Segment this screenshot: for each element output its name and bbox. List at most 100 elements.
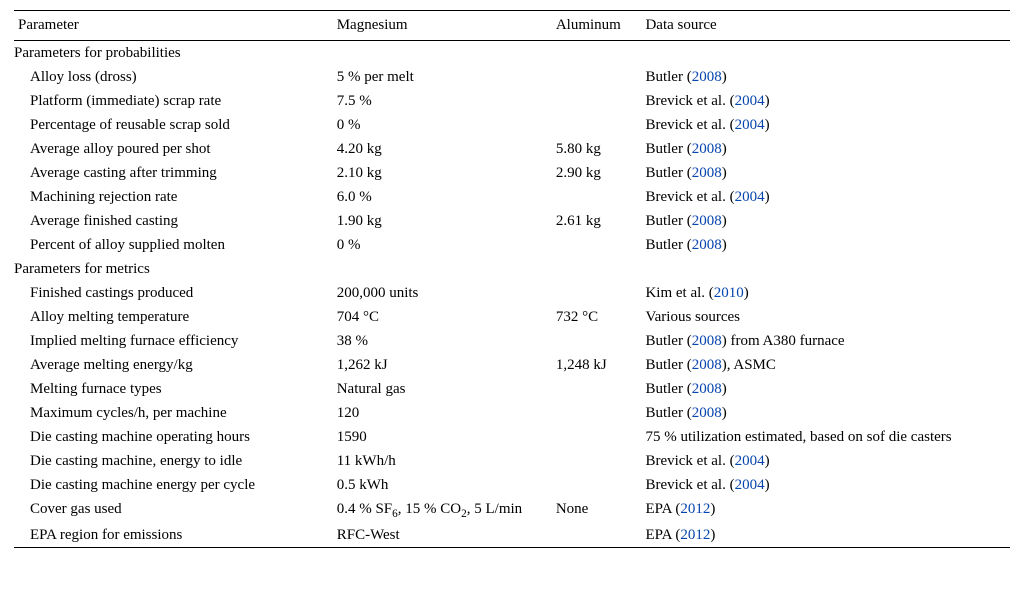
cell-aluminum: 2.61 kg bbox=[552, 209, 642, 233]
table-row: Cover gas used 0.4 % SF6, 15 % CO2, 5 L/… bbox=[14, 497, 1010, 523]
table-row: Die casting machine energy per cycle 0.5… bbox=[14, 473, 1010, 497]
cell-source: Brevick et al. (2004) bbox=[641, 89, 1010, 113]
cell-magnesium: 6.0 % bbox=[333, 185, 552, 209]
cell-source: Butler (2008) bbox=[641, 161, 1010, 185]
cell-aluminum bbox=[552, 473, 642, 497]
cell-aluminum bbox=[552, 425, 642, 449]
cell-aluminum: 732 °C bbox=[552, 305, 642, 329]
citation-year[interactable]: 2008 bbox=[692, 141, 722, 157]
cell-aluminum: 5.80 kg bbox=[552, 137, 642, 161]
cell-source: Brevick et al. (2004) bbox=[641, 113, 1010, 137]
cell-parameter: Average finished casting bbox=[14, 209, 333, 233]
cell-aluminum bbox=[552, 113, 642, 137]
cell-aluminum bbox=[552, 377, 642, 401]
cell-source: Brevick et al. (2004) bbox=[641, 473, 1010, 497]
table-row: Machining rejection rate 6.0 % Brevick e… bbox=[14, 185, 1010, 209]
section-label: Parameters for metrics bbox=[14, 257, 1010, 281]
cell-magnesium: 38 % bbox=[333, 329, 552, 353]
cell-magnesium: RFC-West bbox=[333, 523, 552, 548]
cell-magnesium: 2.10 kg bbox=[333, 161, 552, 185]
cell-parameter: Platform (immediate) scrap rate bbox=[14, 89, 333, 113]
cell-aluminum bbox=[552, 185, 642, 209]
cell-magnesium: 1,262 kJ bbox=[333, 353, 552, 377]
cell-aluminum bbox=[552, 89, 642, 113]
table-row: Average casting after trimming 2.10 kg 2… bbox=[14, 161, 1010, 185]
citation-year[interactable]: 2004 bbox=[735, 453, 765, 469]
cell-source: Various sources bbox=[641, 305, 1010, 329]
cell-parameter: Percent of alloy supplied molten bbox=[14, 233, 333, 257]
citation-year[interactable]: 2012 bbox=[680, 501, 710, 517]
header-data-source: Data source bbox=[641, 11, 1010, 41]
citation-year[interactable]: 2010 bbox=[714, 285, 744, 301]
section-metrics: Parameters for metrics bbox=[14, 257, 1010, 281]
citation-year[interactable]: 2008 bbox=[692, 237, 722, 253]
cell-source: Butler (2008) bbox=[641, 209, 1010, 233]
table-row: Average alloy poured per shot 4.20 kg 5.… bbox=[14, 137, 1010, 161]
cell-source: Butler (2008) bbox=[641, 137, 1010, 161]
cell-parameter: Alloy loss (dross) bbox=[14, 65, 333, 89]
cell-source: EPA (2012) bbox=[641, 497, 1010, 523]
citation-year[interactable]: 2008 bbox=[692, 333, 722, 349]
table-row: Average finished casting 1.90 kg 2.61 kg… bbox=[14, 209, 1010, 233]
table-row: Alloy melting temperature 704 °C 732 °C … bbox=[14, 305, 1010, 329]
cell-aluminum bbox=[552, 65, 642, 89]
cell-magnesium: 704 °C bbox=[333, 305, 552, 329]
table-row: Die casting machine operating hours 1590… bbox=[14, 425, 1010, 449]
table-row: Percentage of reusable scrap sold 0 % Br… bbox=[14, 113, 1010, 137]
cell-aluminum bbox=[552, 523, 642, 548]
citation-year[interactable]: 2012 bbox=[680, 527, 710, 543]
cell-magnesium: 11 kWh/h bbox=[333, 449, 552, 473]
table-row: EPA region for emissions RFC-West EPA (2… bbox=[14, 523, 1010, 548]
citation-year[interactable]: 2008 bbox=[692, 69, 722, 85]
citation-year[interactable]: 2004 bbox=[735, 477, 765, 493]
table-row: Implied melting furnace efficiency 38 % … bbox=[14, 329, 1010, 353]
cell-parameter: Maximum cycles/h, per machine bbox=[14, 401, 333, 425]
cell-magnesium: 1.90 kg bbox=[333, 209, 552, 233]
cell-magnesium: 200,000 units bbox=[333, 281, 552, 305]
cell-magnesium: 5 % per melt bbox=[333, 65, 552, 89]
citation-year[interactable]: 2004 bbox=[735, 189, 765, 205]
cell-aluminum bbox=[552, 281, 642, 305]
header-parameter: Parameter bbox=[14, 11, 333, 41]
cell-aluminum bbox=[552, 449, 642, 473]
table-row: Alloy loss (dross) 5 % per melt Butler (… bbox=[14, 65, 1010, 89]
cell-parameter: EPA region for emissions bbox=[14, 523, 333, 548]
cell-parameter: Die casting machine, energy to idle bbox=[14, 449, 333, 473]
table-row: Die casting machine, energy to idle 11 k… bbox=[14, 449, 1010, 473]
table-row: Melting furnace types Natural gas Butler… bbox=[14, 377, 1010, 401]
cell-parameter: Melting furnace types bbox=[14, 377, 333, 401]
cell-parameter: Implied melting furnace efficiency bbox=[14, 329, 333, 353]
parameters-table: Parameter Magnesium Aluminum Data source… bbox=[14, 10, 1010, 548]
citation-year[interactable]: 2004 bbox=[735, 117, 765, 133]
cell-magnesium: 7.5 % bbox=[333, 89, 552, 113]
header-row: Parameter Magnesium Aluminum Data source bbox=[14, 11, 1010, 41]
section-label: Parameters for probabilities bbox=[14, 41, 1010, 66]
cell-magnesium: 0 % bbox=[333, 233, 552, 257]
cell-parameter: Cover gas used bbox=[14, 497, 333, 523]
table-row: Average melting energy/kg 1,262 kJ 1,248… bbox=[14, 353, 1010, 377]
cell-source: 75 % utilization estimated, based on sof… bbox=[641, 425, 1010, 449]
cell-source: Butler (2008) from A380 furnace bbox=[641, 329, 1010, 353]
cell-magnesium: 0 % bbox=[333, 113, 552, 137]
citation-year[interactable]: 2008 bbox=[692, 213, 722, 229]
cell-source: Brevick et al. (2004) bbox=[641, 185, 1010, 209]
cell-parameter: Finished castings produced bbox=[14, 281, 333, 305]
cell-magnesium: 0.5 kWh bbox=[333, 473, 552, 497]
cell-aluminum: 2.90 kg bbox=[552, 161, 642, 185]
cell-source: Kim et al. (2010) bbox=[641, 281, 1010, 305]
cell-aluminum bbox=[552, 233, 642, 257]
cell-source: EPA (2012) bbox=[641, 523, 1010, 548]
citation-year[interactable]: 2008 bbox=[692, 405, 722, 421]
header-magnesium: Magnesium bbox=[333, 11, 552, 41]
cell-aluminum: 1,248 kJ bbox=[552, 353, 642, 377]
cell-magnesium: 120 bbox=[333, 401, 552, 425]
cell-source: Butler (2008) bbox=[641, 65, 1010, 89]
citation-year[interactable]: 2008 bbox=[692, 165, 722, 181]
citation-year[interactable]: 2008 bbox=[692, 357, 722, 373]
citation-year[interactable]: 2008 bbox=[692, 381, 722, 397]
cell-magnesium: 0.4 % SF6, 15 % CO2, 5 L/min bbox=[333, 497, 552, 523]
citation-year[interactable]: 2004 bbox=[735, 93, 765, 109]
cell-source: Butler (2008) bbox=[641, 233, 1010, 257]
cell-magnesium: 1590 bbox=[333, 425, 552, 449]
cell-parameter: Average melting energy/kg bbox=[14, 353, 333, 377]
